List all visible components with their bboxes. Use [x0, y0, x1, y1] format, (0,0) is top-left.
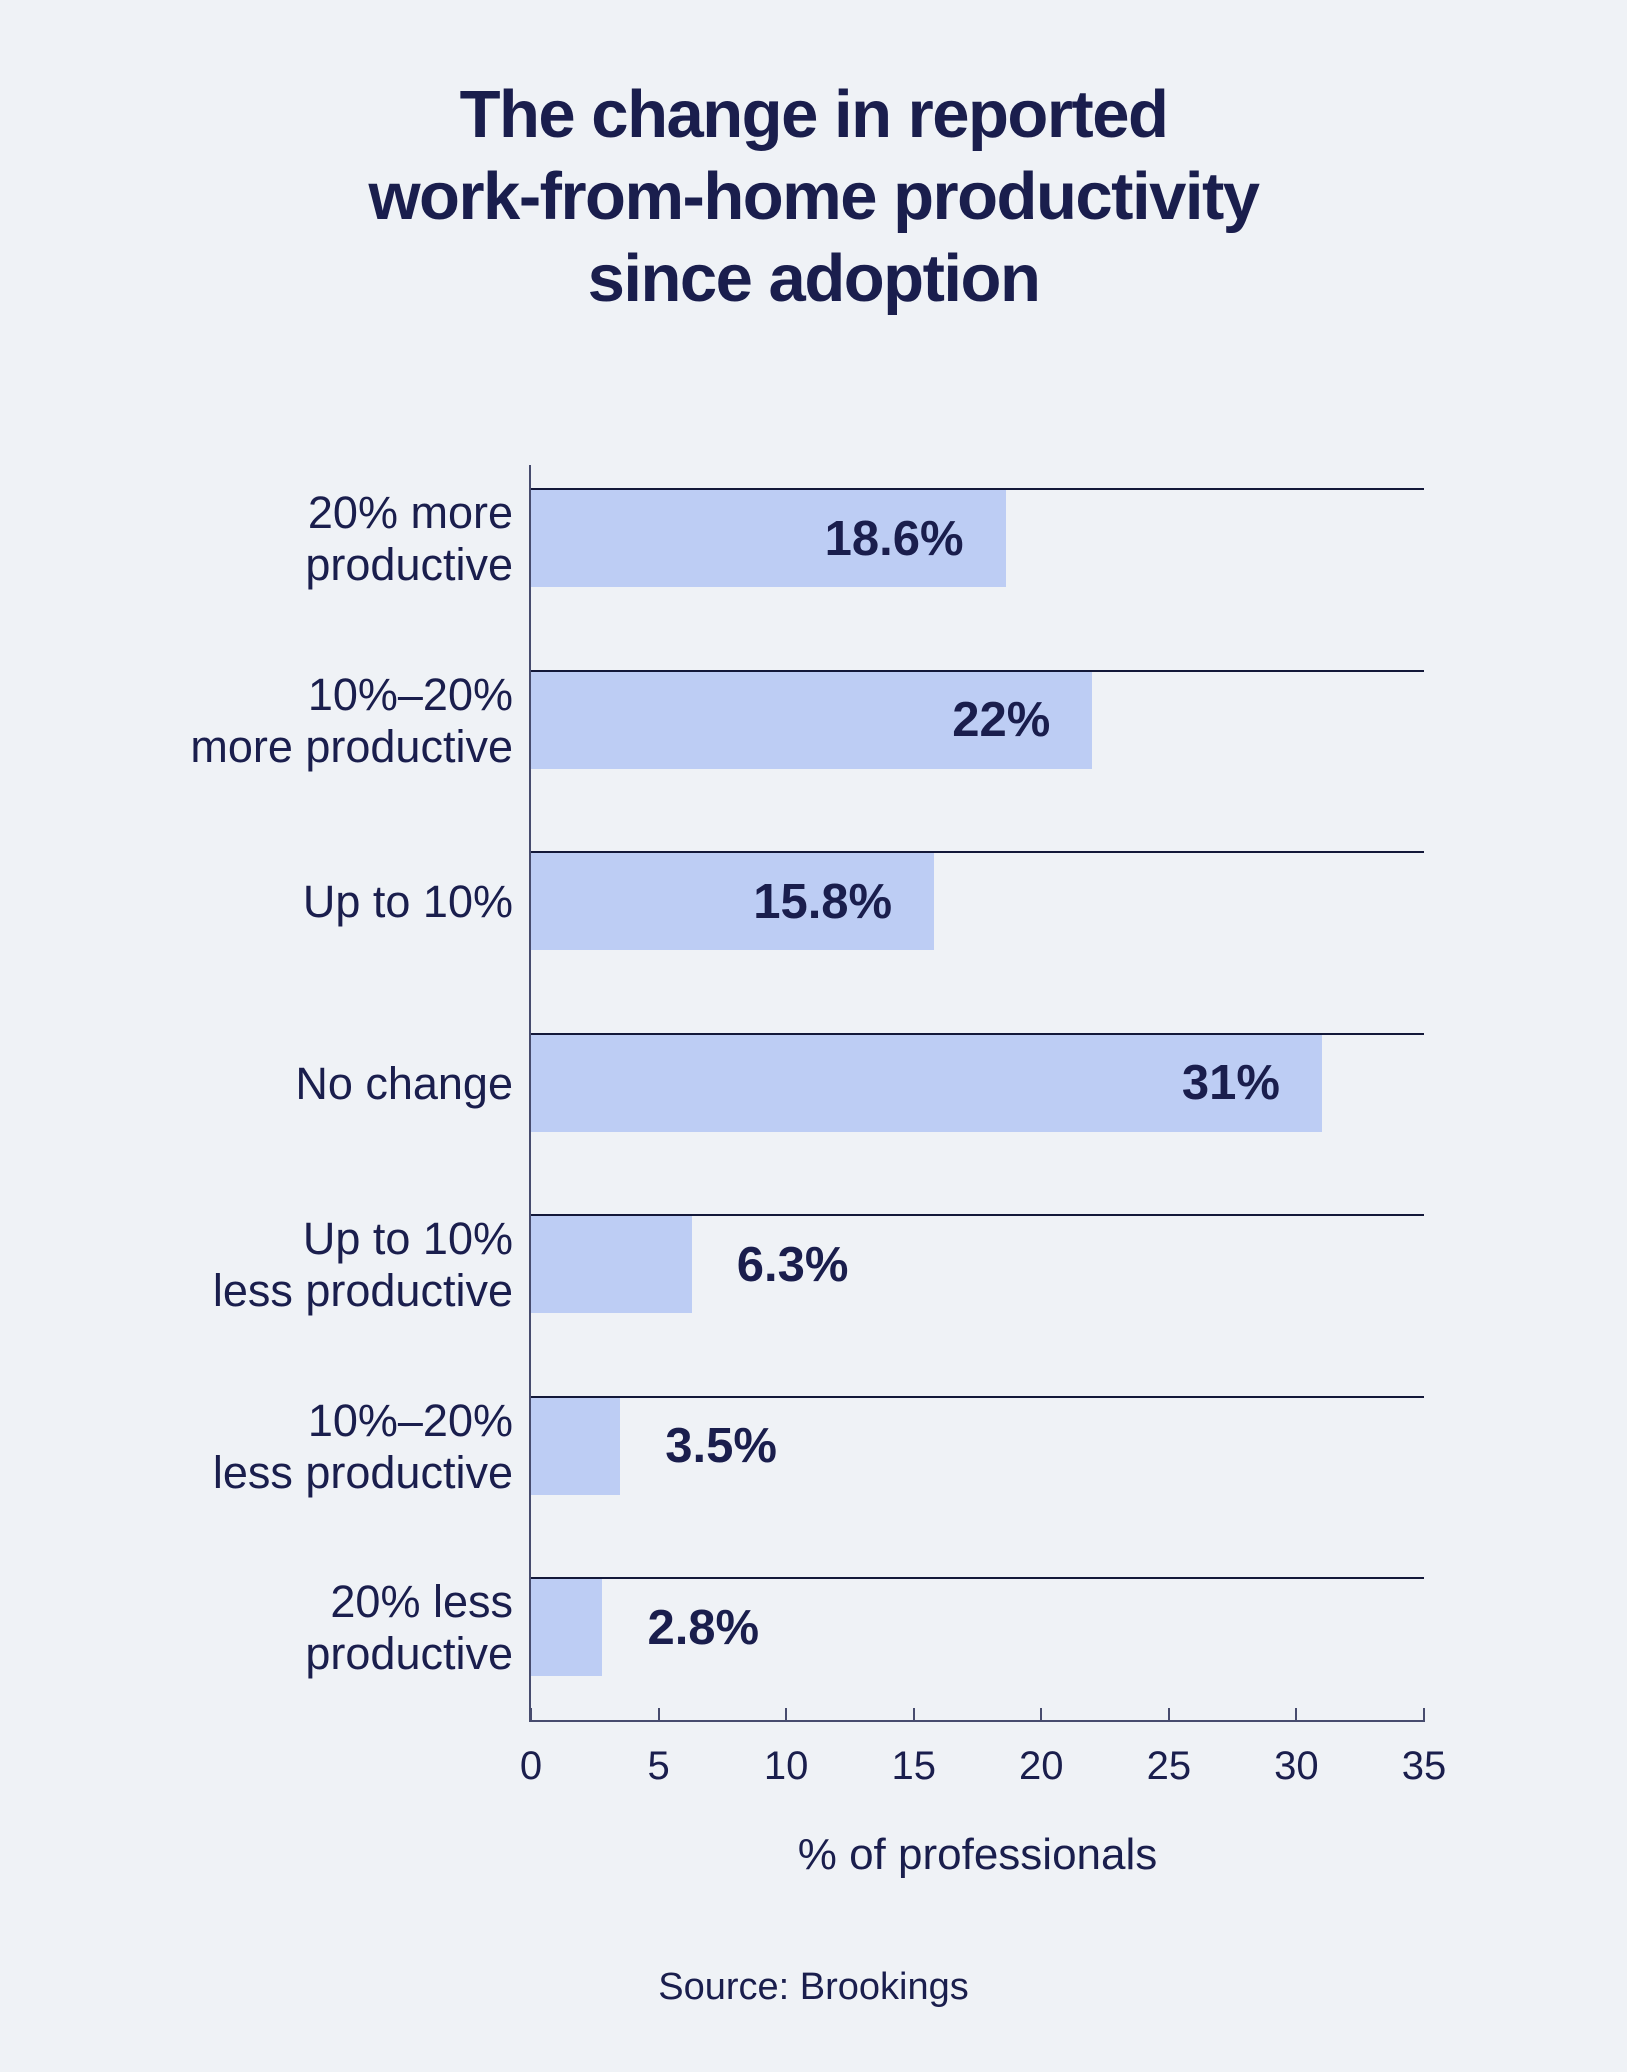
x-tick-label: 0 — [519, 1744, 543, 1788]
chart-row: 2.8% 20% less productive — [0, 1576, 1627, 1758]
x-axis-tick — [785, 1708, 788, 1720]
source-note: Source: Brookings — [658, 1966, 969, 2008]
chart-row: 22% 10%–20% more productive — [0, 668, 1627, 851]
row-separator-line — [531, 1032, 1424, 1035]
x-axis-tick — [1422, 1708, 1425, 1720]
x-tick-label: 35 — [1401, 1744, 1447, 1788]
bar-10-20-more-productive: 22% — [531, 671, 1093, 769]
row-separator-line — [531, 669, 1424, 672]
x-axis-tick — [1295, 1708, 1298, 1720]
x-axis-tick — [1167, 1708, 1170, 1720]
chart-row: 15.8% Up to 10% — [0, 851, 1627, 1032]
page-title: The change in reported work-from-home pr… — [368, 77, 1260, 316]
x-axis-tick — [530, 1708, 532, 1720]
bar-up-to-10-less-productive: 6.3% — [531, 1216, 848, 1313]
category-label: No change — [295, 1057, 513, 1109]
row-separator-line — [531, 1214, 1424, 1216]
category-label: 10%–20% more productive — [190, 668, 513, 772]
x-axis-line — [529, 1720, 1425, 1722]
x-tick-label: 10 — [763, 1744, 809, 1788]
row-separator-line — [531, 488, 1424, 490]
bar-value-label: 3.5% — [665, 1419, 777, 1473]
x-axis-title: % of professionals — [797, 1830, 1158, 1879]
bar-up-to-10: 15.8% — [531, 853, 935, 950]
x-tick-label: 30 — [1274, 1744, 1319, 1788]
bar-no-change: 31% — [531, 1034, 1322, 1132]
bar-20-less-productive: 2.8% — [531, 1579, 759, 1676]
bar-10-20-less-productive: 3.5% — [531, 1397, 777, 1495]
category-label: 10%–20% less productive — [212, 1394, 513, 1498]
category-label: Up to 10% — [302, 876, 513, 927]
chart-row: 18.6% 20% more productive — [0, 487, 1627, 669]
bar-value-label: 18.6% — [824, 511, 964, 566]
bar-value-label: 15.8% — [753, 874, 893, 929]
chart-row: 31% No change — [0, 1032, 1627, 1214]
bar-value-label: 22% — [952, 693, 1051, 747]
x-tick-label: 25 — [1146, 1744, 1192, 1788]
row-separator-line — [531, 1395, 1424, 1398]
x-tick-label: 20 — [1019, 1744, 1064, 1788]
row-separator-line — [531, 851, 1424, 853]
bar-20-more-productive: 18.6% — [531, 490, 1006, 587]
category-label: Up to 10% less productive — [212, 1213, 513, 1316]
row-separator-line — [531, 1577, 1424, 1579]
category-label: 20% less productive — [305, 1576, 513, 1679]
bar-value-label: 2.8% — [647, 1600, 760, 1655]
x-axis-tick — [912, 1708, 915, 1720]
bar-value-label: 31% — [1181, 1056, 1280, 1110]
bar-value-label: 6.3% — [736, 1237, 849, 1292]
y-axis-line — [529, 465, 531, 1722]
x-axis-tick — [657, 1708, 660, 1720]
x-tick-label: 5 — [647, 1744, 670, 1788]
x-axis-tick — [1040, 1708, 1043, 1720]
category-label: 20% more productive — [305, 487, 513, 590]
chart-row: 3.5% 10%–20% less productive — [0, 1394, 1627, 1577]
x-tick-label: 15 — [891, 1744, 936, 1788]
chart-row: 6.3% Up to 10% less productive — [0, 1213, 1627, 1395]
